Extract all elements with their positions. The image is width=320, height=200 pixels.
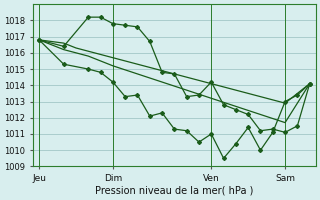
- X-axis label: Pression niveau de la mer( hPa ): Pression niveau de la mer( hPa ): [95, 186, 253, 196]
